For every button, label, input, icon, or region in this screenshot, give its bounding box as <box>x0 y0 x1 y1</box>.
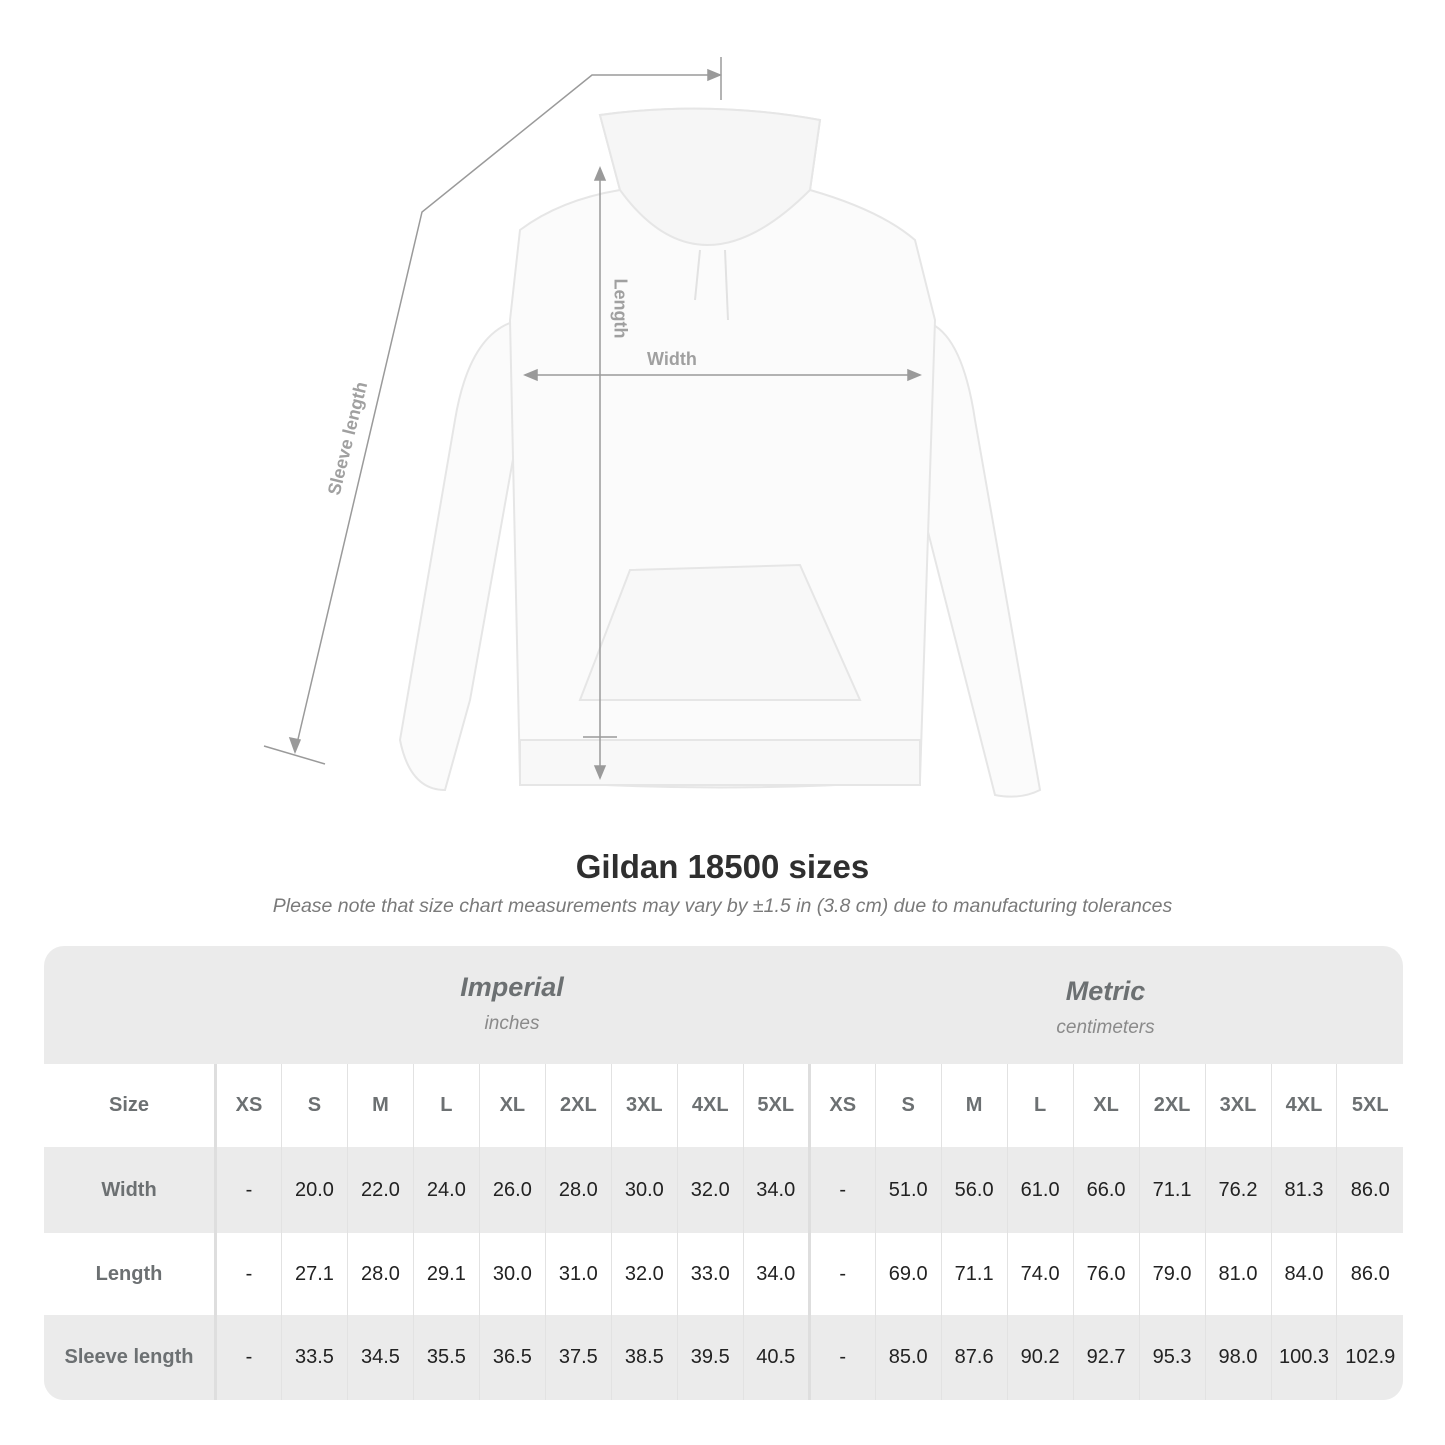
metric-value: - <box>807 1147 876 1233</box>
imperial-value: 36.5 <box>478 1315 546 1400</box>
metric-value: 86.0 <box>1336 1233 1403 1315</box>
width-label: Width <box>647 349 697 369</box>
imperial-value: 34.5 <box>346 1315 414 1400</box>
metric-value: 66.0 <box>1072 1147 1140 1233</box>
metric-value: 81.3 <box>1270 1147 1337 1233</box>
imperial-value: 30.0 <box>610 1147 678 1233</box>
imperial-value: 34.0 <box>742 1147 810 1233</box>
imperial-value: 26.0 <box>478 1147 546 1233</box>
imperial-value: - <box>215 1315 282 1400</box>
table-row: Width -20.0 22.0 24.0 26.0 28.0 30.0 32.0 34.0-5… <box>44 1147 1403 1233</box>
page-title: Gildan 18500 sizes <box>575 848 870 885</box>
row-label: Width <box>44 1147 217 1233</box>
imperial-size-2XL: 2XL <box>544 1064 612 1147</box>
imperial-size-M: M <box>346 1064 414 1147</box>
metric-size-M: M <box>940 1064 1008 1147</box>
metric-value: 71.1 <box>1138 1147 1206 1233</box>
imperial-value: - <box>215 1147 282 1233</box>
imperial-value: - <box>215 1233 282 1315</box>
hoodie-illustration <box>398 107 1042 798</box>
metric-value: 69.0 <box>874 1233 942 1315</box>
metric-size-L: L <box>1006 1064 1074 1147</box>
metric-value: 98.0 <box>1204 1315 1271 1400</box>
imperial-value: 35.5 <box>412 1315 480 1400</box>
imperial-value: 40.5 <box>742 1315 810 1400</box>
metric-value: 74.0 <box>1006 1233 1074 1315</box>
imperial-value: 34.0 <box>742 1233 810 1315</box>
measure-lines <box>263 57 922 780</box>
metric-value: 56.0 <box>940 1147 1008 1233</box>
row-label: Sleeve length <box>44 1315 217 1400</box>
imperial-size-5XL: 5XL <box>742 1064 810 1147</box>
size-chart-table: Imperial inches Metric centimeters Size X… <box>44 946 1403 1400</box>
metric-value: 90.2 <box>1006 1315 1074 1400</box>
metric-value: 76.0 <box>1072 1233 1140 1315</box>
metric-size-4XL: 4XL <box>1270 1064 1337 1147</box>
imperial-value: 32.0 <box>610 1233 678 1315</box>
metric-value: 87.6 <box>940 1315 1008 1400</box>
imperial-value: 33.5 <box>280 1315 348 1400</box>
metric-value: 84.0 <box>1270 1233 1337 1315</box>
imperial-value: 37.5 <box>544 1315 612 1400</box>
size-grid: Size XS S M L XL 2XL 3XL 4XL 5XL XS S M L XL 2XL 3XL 4XL 5… <box>44 1064 1403 1400</box>
imperial-value: 20.0 <box>280 1147 348 1233</box>
imperial-size-XL: XL <box>478 1064 546 1147</box>
metric-size-XS: XS <box>807 1064 876 1147</box>
metric-value: 61.0 <box>1006 1147 1074 1233</box>
metric-size-3XL: 3XL <box>1204 1064 1271 1147</box>
imperial-header: Imperial inches <box>460 972 564 1034</box>
metric-value: 100.3 <box>1270 1315 1337 1400</box>
imperial-size-4XL: 4XL <box>676 1064 744 1147</box>
metric-value: 79.0 <box>1138 1233 1206 1315</box>
imperial-value: 38.5 <box>610 1315 678 1400</box>
metric-value: 85.0 <box>874 1315 942 1400</box>
metric-value: 92.7 <box>1072 1315 1140 1400</box>
metric-value: 102.9 <box>1336 1315 1403 1400</box>
size-header-label: Size <box>44 1064 217 1147</box>
imperial-value: 22.0 <box>346 1147 414 1233</box>
metric-value: - <box>807 1233 876 1315</box>
imperial-size-3XL: 3XL <box>610 1064 678 1147</box>
imperial-value: 32.0 <box>676 1147 744 1233</box>
metric-size-2XL: 2XL <box>1138 1064 1206 1147</box>
imperial-size-L: L <box>412 1064 480 1147</box>
imperial-value: 39.5 <box>676 1315 744 1400</box>
imperial-value: 30.0 <box>478 1233 546 1315</box>
metric-value: 81.0 <box>1204 1233 1271 1315</box>
metric-size-XL: XL <box>1072 1064 1140 1147</box>
drawstring <box>694 249 729 321</box>
size-header-row: Size XS S M L XL 2XL 3XL 4XL 5XL XS S M L XL 2XL 3XL 4XL 5… <box>44 1064 1403 1147</box>
hoodie-diagram <box>263 57 1042 798</box>
metric-value: 71.1 <box>940 1233 1008 1315</box>
table-row: Sleeve length -33.5 34.5 35.5 36.5 37.5 38.5 39… <box>44 1315 1403 1400</box>
tolerance-note: Please note that size chart measurements… <box>272 895 1173 917</box>
metric-size-5XL: 5XL <box>1336 1064 1403 1147</box>
row-label: Length <box>44 1233 217 1315</box>
imperial-value: 28.0 <box>544 1147 612 1233</box>
metric-size-S: S <box>874 1064 942 1147</box>
imperial-value: 24.0 <box>412 1147 480 1233</box>
imperial-size-XS: XS <box>215 1064 282 1147</box>
metric-value: 76.2 <box>1204 1147 1271 1233</box>
imperial-value: 29.1 <box>412 1233 480 1315</box>
metric-header: Metric centimeters <box>1056 976 1155 1038</box>
table-row: Length -27.1 28.0 29.1 30.0 31.0 32.0 33.0 34.0-… <box>44 1233 1403 1315</box>
imperial-value: 28.0 <box>346 1233 414 1315</box>
metric-value: - <box>807 1315 876 1400</box>
metric-value: 51.0 <box>874 1147 942 1233</box>
metric-value: 86.0 <box>1336 1147 1403 1233</box>
imperial-value: 27.1 <box>280 1233 348 1315</box>
imperial-value: 33.0 <box>676 1233 744 1315</box>
metric-value: 95.3 <box>1138 1315 1206 1400</box>
imperial-size-S: S <box>280 1064 348 1147</box>
length-label: Length <box>610 278 631 339</box>
imperial-value: 31.0 <box>544 1233 612 1315</box>
